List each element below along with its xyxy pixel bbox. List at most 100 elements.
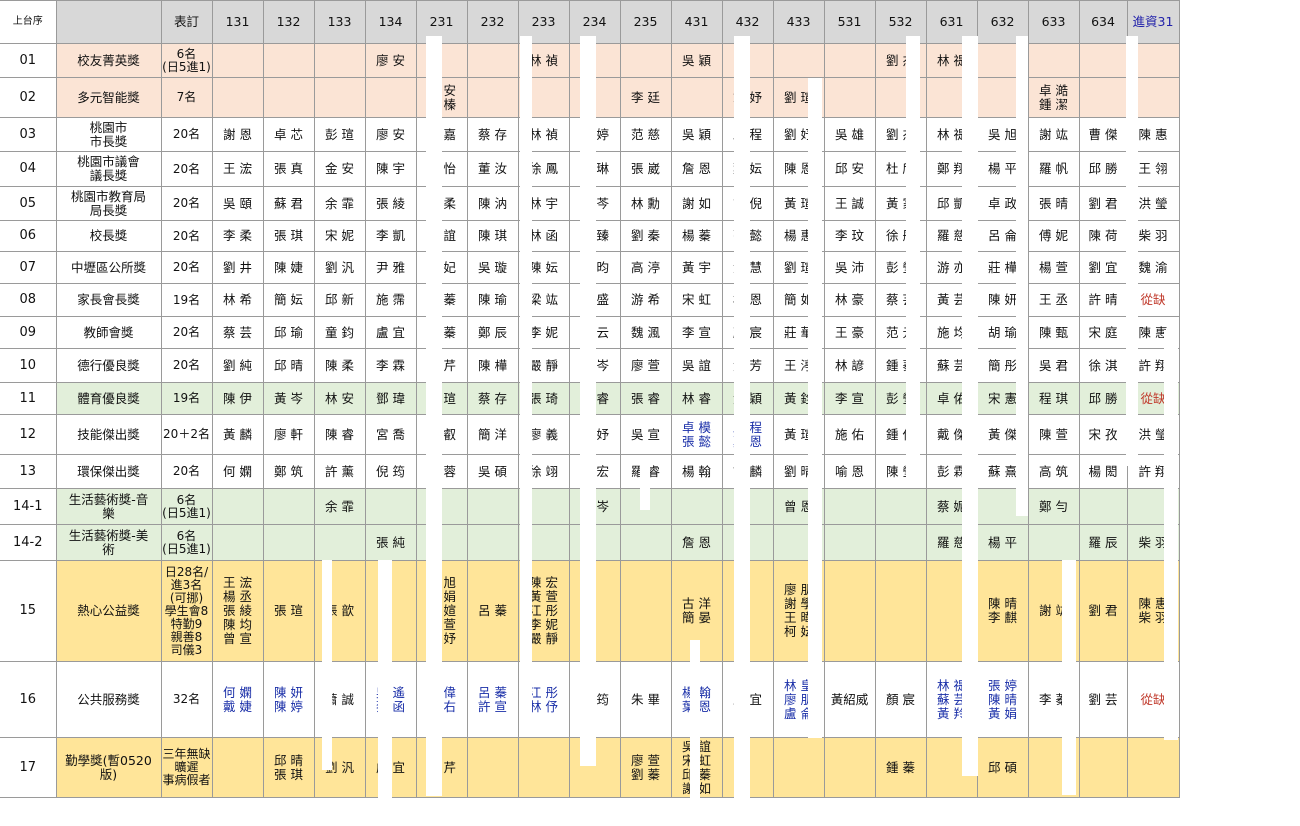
row-sequence: 13 xyxy=(0,454,57,489)
recipient-cell xyxy=(619,43,672,78)
recipient-cell: 蔡 芸 xyxy=(211,316,264,349)
row-sequence: 08 xyxy=(0,283,57,317)
recipient-cell: 廖 軒 xyxy=(262,414,315,455)
recipient-cell: 游 希 xyxy=(619,283,672,317)
award-quota: 三年無缺曠遲 事病假者 xyxy=(160,737,213,798)
recipient-cell: 劉 汎 xyxy=(313,251,366,284)
row-sequence: 11 xyxy=(0,382,57,415)
recipient-cell: 范 慈 xyxy=(619,117,672,152)
recipient-cell: 陳 妍陳 婷 xyxy=(262,661,315,738)
recipient-cell: 陳 瑜 xyxy=(466,283,519,317)
recipient-cell: 林 希 xyxy=(211,283,264,317)
recipient-cell: 鄧 瑋 xyxy=(364,382,417,415)
award-name: 勤學獎(暫0520 版) xyxy=(55,737,162,798)
recipient-cell: 劉 君 xyxy=(1078,560,1128,662)
recipient-cell xyxy=(466,43,519,78)
quota-header: 表訂 xyxy=(160,0,213,44)
recipient-cell: 陳 樺 xyxy=(466,348,519,383)
recipient-cell: 蘇 君 xyxy=(262,186,315,221)
recipient-cell xyxy=(517,737,570,798)
recipient-cell: 王 浤 xyxy=(211,151,264,187)
award-name: 德行優良獎 xyxy=(55,348,162,383)
recipient-cell: 張 琪 xyxy=(262,220,315,252)
redaction-strip xyxy=(1062,560,1076,795)
recipient-cell: 王 誠 xyxy=(823,186,876,221)
recipient-cell: 宋 妮 xyxy=(313,220,366,252)
recipient-cell xyxy=(211,737,264,798)
recipient-cell xyxy=(364,488,417,525)
recipient-cell: 李 廷 xyxy=(619,77,672,118)
recipient-cell: 林 勳 xyxy=(619,186,672,221)
recipient-cell: 何 嫻戴 婕 xyxy=(211,661,264,738)
recipient-cell: 朱 畢 xyxy=(619,661,672,738)
award-quota: 20名 xyxy=(160,454,213,489)
recipient-cell: 曹 傑 xyxy=(1078,117,1128,152)
recipient-cell: 簡 妘 xyxy=(262,283,315,317)
recipient-cell: 羅 帆 xyxy=(1027,151,1080,187)
recipient-cell: 王 浤楊 丞張 綾陳 均曾 宣 xyxy=(211,560,264,662)
recipient-cell: 邱 勝 xyxy=(1078,151,1128,187)
recipient-cell: 張 晴 xyxy=(1027,186,1080,221)
award-quota: 20名 xyxy=(160,316,213,349)
award-name: 體育優良獎 xyxy=(55,382,162,415)
recipient-cell: 董 汝 xyxy=(466,151,519,187)
recipient-cell: 楊 蓁 xyxy=(670,220,723,252)
recipient-cell: 劉 秦 xyxy=(619,220,672,252)
class-column-header: 634 xyxy=(1078,0,1128,44)
recipient-cell: 鄭 勻 xyxy=(1027,488,1080,525)
award-quota: 19名 xyxy=(160,283,213,317)
recipient-cell: 呂 蓁 xyxy=(466,560,519,662)
recipient-cell: 楊 閎 xyxy=(1078,454,1128,489)
recipient-cell: 邱 晴張 琪 xyxy=(262,737,315,798)
recipient-cell xyxy=(262,488,315,525)
recipient-cell xyxy=(262,77,315,118)
recipient-cell xyxy=(772,43,825,78)
redaction-strip xyxy=(690,640,700,810)
row-sequence: 01 xyxy=(0,43,57,78)
recipient-cell: 宋 孜 xyxy=(1078,414,1128,455)
redaction-strip xyxy=(378,560,392,810)
redaction-strip xyxy=(426,36,442,796)
recipient-cell: 宋 虹 xyxy=(670,283,723,317)
recipient-cell xyxy=(874,560,927,662)
recipient-cell xyxy=(823,524,876,561)
recipient-cell xyxy=(619,560,672,662)
recipient-cell: 吳 頤 xyxy=(211,186,264,221)
recipient-cell: 陳 甄 xyxy=(1027,316,1080,349)
recipient-cell: 陳 琪 xyxy=(466,220,519,252)
redaction-strip xyxy=(322,560,332,770)
recipient-cell: 吳 璇 xyxy=(466,251,519,284)
recipient-cell: 邱 安 xyxy=(823,151,876,187)
recipient-cell xyxy=(313,524,366,561)
award-name: 校長獎 xyxy=(55,220,162,252)
class-column-header: 231 xyxy=(415,0,468,44)
recipient-cell xyxy=(466,488,519,525)
recipient-cell: 傅 妮 xyxy=(1027,220,1080,252)
recipient-cell: 邱 晴 xyxy=(262,348,315,383)
class-column-header: 431 xyxy=(670,0,723,44)
award-name: 熱心公益獎 xyxy=(55,560,162,662)
recipient-cell: 張 綾 xyxy=(364,186,417,221)
recipient-cell: 林 睿 xyxy=(670,382,723,415)
recipient-cell: 林 安 xyxy=(313,382,366,415)
recipient-cell xyxy=(619,524,672,561)
recipient-cell: 廖 萱劉 蓁 xyxy=(619,737,672,798)
award-quota: 6名 (日5進1) xyxy=(160,43,213,78)
recipient-cell: 謝 竑 xyxy=(1027,117,1080,152)
recipient-cell: 楊 平 xyxy=(976,524,1029,561)
recipient-cell xyxy=(466,77,519,118)
recipient-cell: 詹 恩 xyxy=(670,524,723,561)
recipient-cell: 施 霈 xyxy=(364,283,417,317)
row-sequence: 15 xyxy=(0,560,57,662)
award-name: 生活藝術獎-美術 xyxy=(55,524,162,561)
award-quota: 20名 xyxy=(160,251,213,284)
recipient-cell xyxy=(262,524,315,561)
class-column-header: 531 xyxy=(823,0,876,44)
row-sequence: 09 xyxy=(0,316,57,349)
recipient-cell xyxy=(466,524,519,561)
recipient-cell: 劉 純 xyxy=(211,348,264,383)
recipient-cell xyxy=(1078,737,1128,798)
